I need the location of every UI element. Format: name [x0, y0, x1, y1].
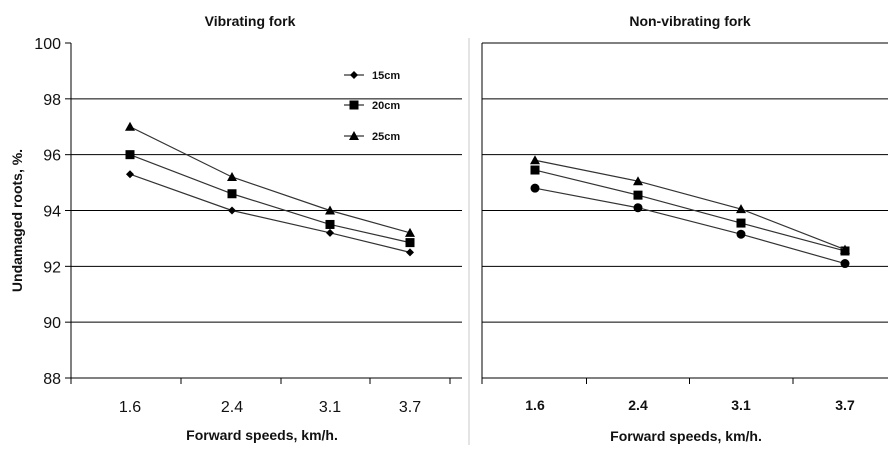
series-line — [534, 169, 846, 252]
data-point — [530, 155, 540, 165]
data-point — [228, 206, 236, 215]
data-point — [405, 227, 415, 237]
data-point — [405, 238, 415, 248]
data-point — [227, 189, 237, 199]
data-point — [736, 204, 746, 214]
y-axis-title: Undamaged roots, %. — [9, 149, 25, 292]
data-point — [840, 259, 850, 269]
x-axis-title: Forward speeds, km/h. — [186, 427, 338, 443]
data-point — [633, 176, 643, 186]
x-axis-title: Forward speeds, km/h. — [610, 428, 762, 444]
data-point — [325, 219, 335, 229]
x-tick-label: 1.6 — [119, 399, 141, 416]
y-tick-label: 88 — [43, 371, 61, 388]
data-point — [125, 121, 135, 131]
legend-label: 25cm — [372, 131, 400, 143]
data-point — [125, 150, 135, 160]
data-point — [736, 218, 746, 228]
legend-marker — [350, 71, 358, 79]
x-tick-label: 2.4 — [221, 399, 243, 416]
legend-label: 20cm — [372, 100, 400, 112]
x-tick-label: 3.7 — [835, 397, 855, 413]
y-tick-label: 98 — [43, 92, 61, 109]
data-point — [326, 228, 334, 237]
data-point — [126, 170, 134, 179]
series-line — [534, 159, 846, 251]
data-point — [325, 205, 335, 215]
data-point — [406, 248, 414, 257]
panel-title: Vibrating fork — [205, 13, 296, 29]
series-line — [129, 126, 411, 234]
series-line — [129, 154, 411, 244]
y-tick-label: 92 — [43, 259, 61, 276]
x-tick-label: 3.1 — [319, 399, 341, 416]
data-point — [530, 183, 540, 193]
legend-marker — [349, 100, 359, 110]
x-tick-label: 2.4 — [628, 397, 648, 413]
data-point — [227, 172, 237, 181]
y-tick-label: 94 — [43, 204, 61, 221]
series-line — [129, 173, 411, 253]
data-point — [530, 165, 540, 175]
panel-title: Non-vibrating fork — [629, 13, 751, 29]
legend-label: 15cm — [372, 70, 400, 82]
y-tick-label: 90 — [43, 315, 61, 332]
y-tick-label: 96 — [43, 148, 61, 165]
data-point — [633, 190, 643, 200]
x-tick-label: 3.7 — [399, 399, 421, 416]
x-tick-label: 3.1 — [731, 397, 751, 413]
y-tick-label: 100 — [34, 36, 61, 53]
data-point — [840, 244, 850, 254]
legend-marker — [349, 131, 359, 140]
data-point — [633, 203, 643, 213]
data-point — [736, 229, 746, 239]
series-line — [534, 187, 846, 265]
x-tick-label: 1.6 — [525, 397, 545, 413]
